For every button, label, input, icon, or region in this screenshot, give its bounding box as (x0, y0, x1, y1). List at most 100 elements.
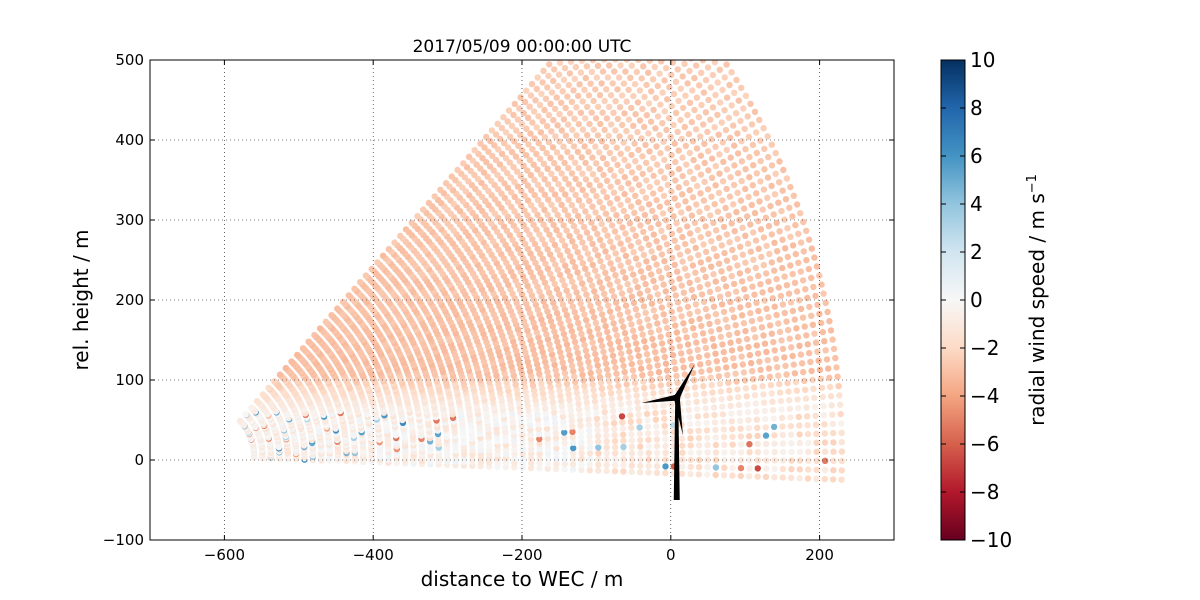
scan-point (696, 284, 703, 291)
scan-point (591, 225, 598, 232)
scan-point (753, 190, 760, 197)
scan-point (316, 325, 324, 332)
scan-point (688, 317, 695, 325)
scan-point (713, 358, 720, 365)
scan-point (643, 258, 650, 265)
scan-point (604, 74, 612, 81)
scan-point (796, 475, 803, 482)
scan-point (817, 375, 825, 382)
scan-point (593, 193, 600, 200)
scan-point (595, 438, 602, 445)
scan-point (708, 136, 715, 143)
scan-point (758, 324, 766, 331)
scan-point (642, 344, 649, 351)
scan-point (721, 74, 728, 81)
scan-point (685, 406, 693, 414)
scan-point (573, 104, 580, 111)
scan-point (783, 318, 790, 325)
scan-point (511, 464, 518, 471)
scan-point (659, 120, 666, 127)
scan-point (774, 364, 781, 371)
scan-point (584, 132, 591, 139)
scan-point (607, 238, 614, 245)
scan-point (550, 116, 557, 124)
scan-point (617, 262, 624, 269)
scan-point (734, 386, 741, 393)
scan-point (684, 223, 691, 230)
scan-point (728, 306, 736, 313)
scan-point (805, 236, 813, 243)
scan-point (697, 361, 704, 368)
scan-point (603, 194, 610, 201)
scan-point (595, 214, 602, 222)
scan-point (705, 167, 712, 174)
scan-point (686, 149, 693, 157)
scan-point (594, 432, 602, 440)
scan-point (532, 97, 539, 104)
scan-point (690, 293, 698, 301)
scan-point (689, 262, 697, 269)
scan-point (639, 372, 646, 379)
scan-point (658, 251, 666, 258)
scan-point (711, 124, 718, 131)
scan-point (636, 469, 644, 476)
scan-point (723, 94, 731, 101)
scan-point (652, 125, 659, 132)
scan-point (595, 299, 602, 306)
scan-point (602, 426, 610, 433)
scan-point (616, 311, 624, 318)
scan-point (830, 467, 837, 474)
scan-point (619, 356, 626, 363)
scan-point (558, 170, 565, 177)
scan-point (521, 98, 529, 106)
scan-point (659, 210, 667, 217)
scan-point (551, 160, 558, 167)
scan-point (771, 432, 778, 439)
scan-point (571, 159, 579, 166)
scan-point (661, 415, 668, 423)
scan-point (796, 448, 804, 456)
scan-point (628, 468, 635, 476)
scan-point (818, 384, 826, 392)
colorbar-label-exponent: −1 (1025, 174, 1040, 193)
scan-point (669, 254, 676, 262)
scan-point (735, 401, 743, 409)
scan-point (603, 177, 611, 184)
scan-point (414, 213, 421, 220)
scan-point (603, 467, 610, 475)
scan-point (651, 403, 658, 410)
scan-point (582, 176, 590, 183)
scan-point (643, 410, 651, 418)
scan-point (553, 94, 560, 101)
scan-point (611, 437, 619, 445)
scan-point (803, 257, 810, 264)
scan-point (715, 373, 723, 380)
scan-point (686, 230, 694, 237)
scan-point (779, 423, 786, 430)
scan-point (606, 384, 614, 391)
scan-point (591, 398, 599, 405)
scan-point (632, 306, 640, 313)
scan-point (640, 274, 647, 281)
scan-point (687, 428, 694, 435)
scan-point (769, 398, 776, 405)
scan-point (674, 202, 682, 209)
scan-point (740, 205, 748, 212)
scan-point (624, 308, 632, 316)
scan-point (553, 460, 560, 468)
scan-point (705, 148, 712, 155)
scan-point (437, 186, 444, 193)
scan-point (572, 63, 580, 71)
scan-point (768, 330, 775, 337)
scan-point (704, 281, 711, 288)
scan-point (547, 383, 554, 391)
scan-point (653, 469, 661, 476)
scan-point (704, 64, 712, 71)
scan-point (703, 412, 710, 419)
scan-point (735, 296, 742, 303)
scan-point (556, 60, 564, 67)
scan-point (589, 154, 596, 161)
scan-point (605, 132, 612, 139)
scan-point (791, 279, 799, 286)
scan-point (636, 424, 643, 431)
